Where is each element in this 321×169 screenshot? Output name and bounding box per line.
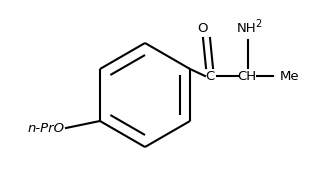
Text: CH: CH — [238, 69, 256, 82]
Text: Me: Me — [280, 69, 299, 82]
Text: n-PrO: n-PrO — [28, 122, 65, 135]
Text: NH: NH — [237, 21, 256, 34]
Text: C: C — [205, 69, 215, 82]
Text: 2: 2 — [255, 19, 261, 29]
Text: O: O — [198, 21, 208, 34]
